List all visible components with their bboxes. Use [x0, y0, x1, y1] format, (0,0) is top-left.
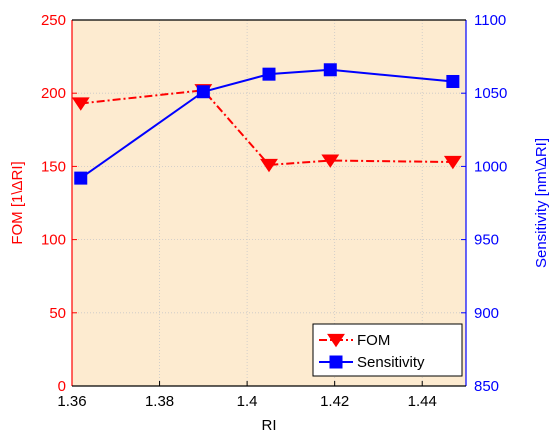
left-y-tick-label: 150 — [41, 158, 66, 175]
data-point — [71, 97, 90, 111]
legend: FOM Sensitivity — [312, 323, 463, 377]
legend-marker — [327, 333, 345, 348]
axes — [71, 19, 467, 387]
right-y-tick-label: 1100 — [474, 12, 506, 29]
data-point — [260, 158, 278, 173]
left-y-tick-label: 0 — [58, 378, 66, 395]
x-tick-label: 1.38 — [145, 393, 174, 410]
data-point — [196, 85, 210, 99]
right-y-tick-label: 850 — [474, 378, 499, 395]
right-y-axis-title: Sensitivity [nm\ΔRI] — [533, 138, 550, 268]
left-y-axis-title: FOM [1\ΔRI] — [9, 161, 26, 244]
right-y-tick-label: 950 — [474, 232, 499, 249]
data-point — [321, 154, 340, 168]
data-point — [446, 74, 460, 88]
legend-item-fom: FOM — [319, 332, 390, 349]
data-point — [443, 155, 462, 170]
legend-items: FOM Sensitivity — [319, 332, 425, 371]
left-y-tick-label: 200 — [41, 85, 66, 102]
legend-label: Sensitivity — [357, 354, 425, 371]
left-y-tick-label: 50 — [49, 305, 66, 322]
tick-labels: 1.36 1.38 1.4 1.42 1.44 0 50 100 150 200 250 850 900… — [41, 12, 507, 410]
legend-marker — [329, 355, 343, 369]
data-point — [262, 67, 276, 81]
x-tick-label: 1.4 — [237, 393, 258, 410]
x-tick-label: 1.36 — [57, 393, 86, 410]
left-y-tick-label: 250 — [41, 12, 66, 29]
data-series — [71, 63, 462, 185]
x-axis-title: RI — [262, 417, 277, 432]
right-y-tick-label: 900 — [474, 305, 499, 322]
legend-label: FOM — [357, 332, 390, 349]
right-y-tick-label: 1000 — [474, 158, 507, 175]
x-tick-label: 1.44 — [408, 393, 437, 410]
x-tick-label: 1.42 — [320, 393, 349, 410]
right-y-tick-label: 1050 — [474, 85, 507, 102]
left-y-tick-label: 100 — [41, 232, 66, 249]
series-sensitivity — [74, 63, 460, 185]
data-point — [323, 63, 337, 77]
series-line — [80, 89, 453, 166]
data-point — [74, 171, 88, 185]
legend-item-sensitivity: Sensitivity — [319, 354, 425, 371]
